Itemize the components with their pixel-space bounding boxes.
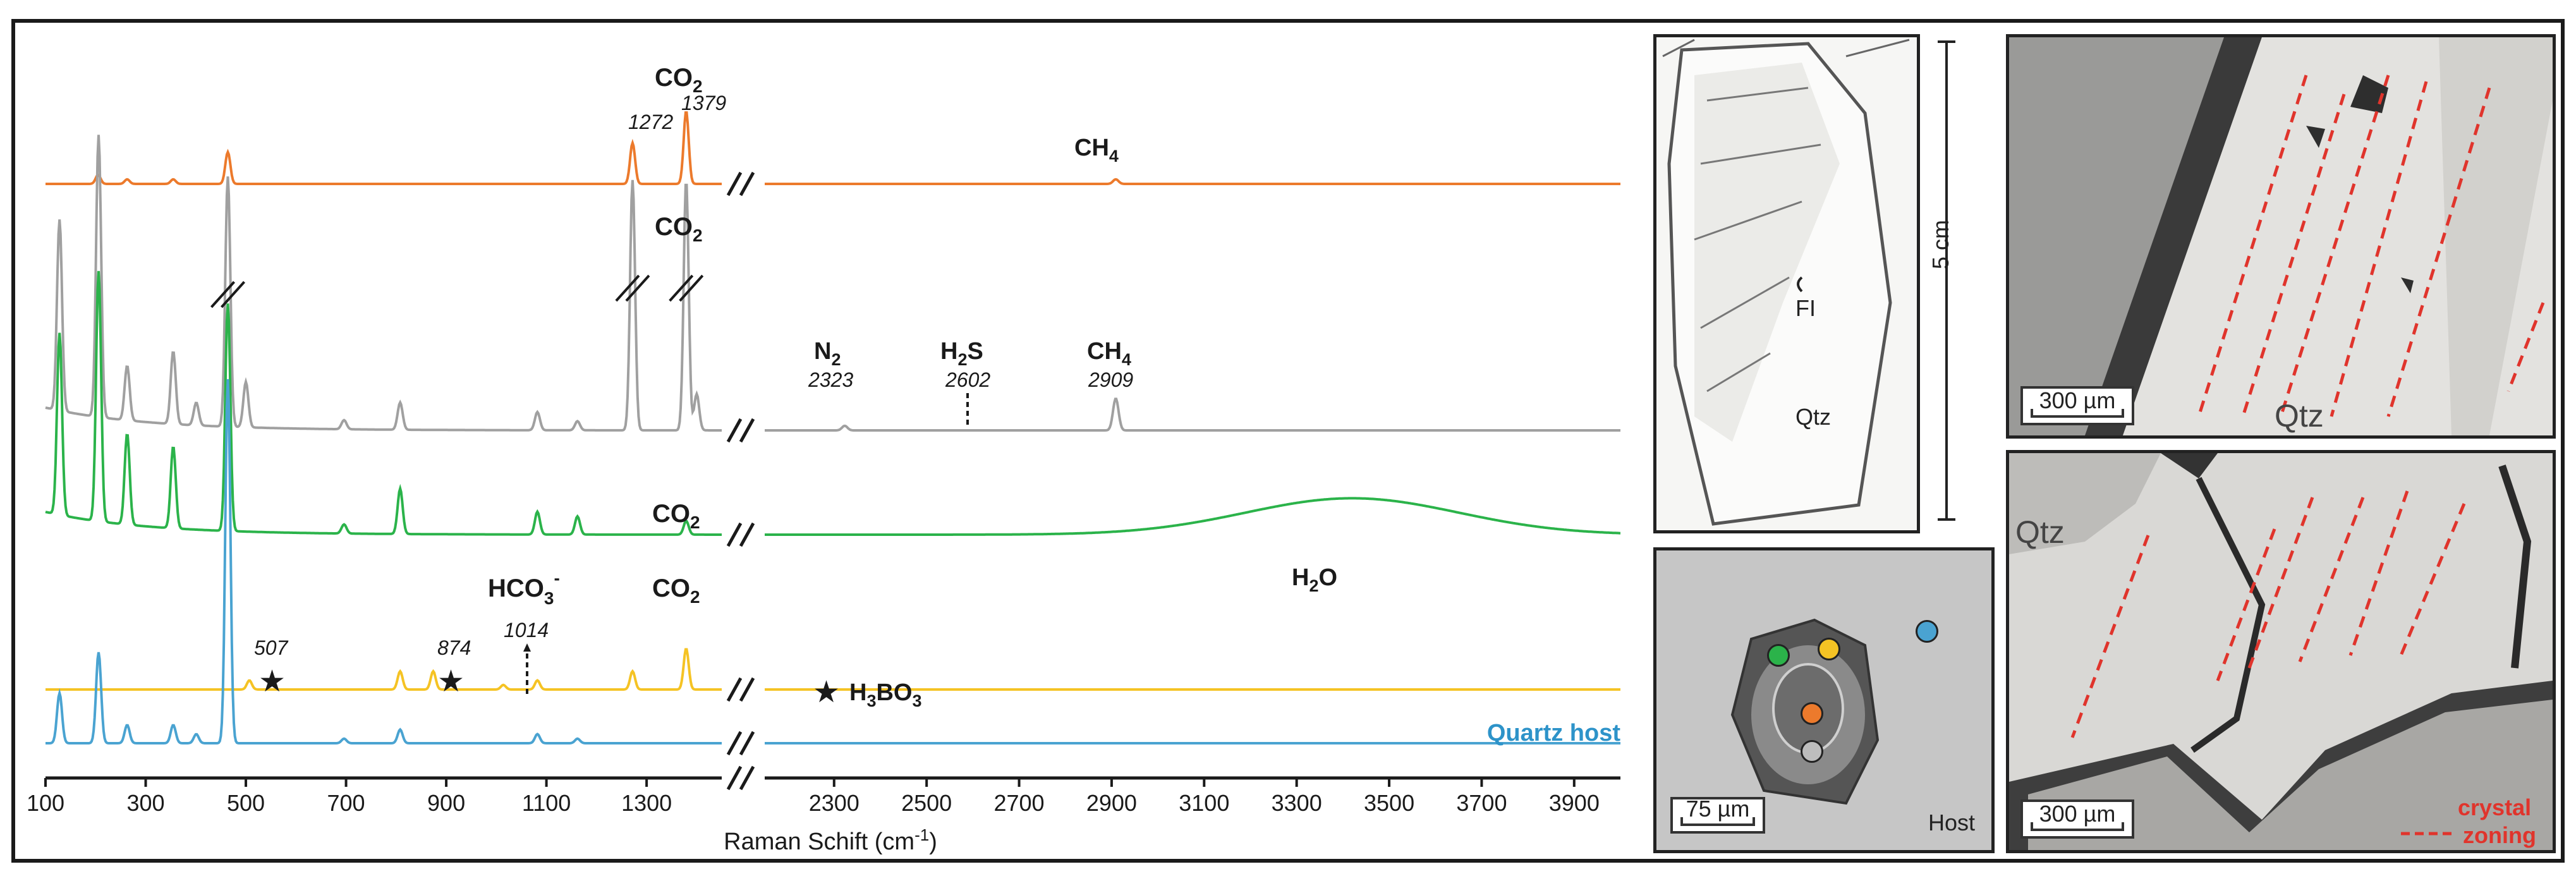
micrograph-bottom-drawing: [2009, 453, 2553, 850]
x-tick-label: 500: [227, 790, 265, 816]
axis-break-mark: [726, 522, 743, 547]
label-co2-green: CO2: [652, 500, 700, 532]
inclusion-photo-panel: 75 µm Host: [1653, 547, 1995, 853]
spectrum-line-seg0: [46, 379, 722, 744]
x-tick-label: 2700: [993, 790, 1044, 816]
label-co2-orange: CO2: [655, 64, 703, 96]
peak-label-2323: 2323: [808, 368, 853, 391]
spectrum-line-seg1: [765, 398, 1620, 432]
axis-break-mark: [726, 731, 743, 756]
x-tick-label: 900: [427, 790, 465, 816]
peak-label-1379: 1379: [681, 92, 726, 114]
axis-break-mark: [726, 171, 743, 197]
label-h3bo3: H3BO3: [849, 679, 922, 710]
axis-break-mark: [739, 731, 755, 756]
x-tick-label: 1100: [522, 790, 571, 816]
series-h3bo3: [46, 648, 1620, 702]
star-marker-874: ★: [437, 665, 465, 698]
x-axis-title: Raman Schift (cm-1): [724, 825, 937, 855]
scale-label-5cm: 5 cm: [1928, 219, 1953, 269]
crystal-outline: [1662, 39, 1910, 526]
x-tick-label: 2900: [1086, 790, 1137, 816]
x-tick-label: 3300: [1272, 790, 1322, 816]
label-h2o: H2O: [1292, 564, 1337, 595]
axis-break-mark: [739, 677, 755, 702]
x-tick-label: 3100: [1179, 790, 1229, 816]
x-axis-break-mark: [739, 765, 755, 791]
figure-frame: 100 300 500 700 900 1100 1300 2300 2500 2700 2900 3…: [11, 19, 2565, 863]
series-co2: [45, 135, 1620, 443]
peak-break-mark: [615, 274, 640, 302]
label-h2s: H2S: [940, 338, 983, 369]
crystal-photo-panel: FI Qtz: [1653, 34, 1920, 533]
micrograph-bottom-panel: Qtz 300 µm crystal zoning: [2006, 450, 2556, 853]
label-co2-gray: CO2: [655, 213, 703, 245]
scale-bar-300um-bottom: 300 µm: [2020, 799, 2134, 839]
label-ch4-orange: CH4: [1074, 135, 1119, 166]
peak-label-2909: 2909: [1088, 368, 1133, 391]
star-marker-507: ★: [258, 665, 286, 698]
axis-break-mark: [726, 677, 743, 702]
crystal-zoning-legend-line1: crystal: [2458, 794, 2532, 820]
x-axis-break-mark: [726, 765, 743, 791]
qtz-label-bottom: Qtz: [2015, 514, 2065, 550]
peak-break-mark: [210, 281, 235, 308]
peak-break-mark: [679, 274, 704, 302]
axis-break-mark: [739, 522, 755, 547]
scale-bar-75um: 75 µm: [1670, 796, 1765, 834]
x-tick-label: 100: [27, 790, 64, 816]
label-ch4-gray: CH4: [1087, 338, 1131, 369]
crystal-zoning-legend-line2: zoning: [2463, 822, 2536, 848]
host-label: Host: [1928, 810, 1976, 835]
measurement-dot-yellow: [1818, 638, 1840, 660]
x-tick-label: 3700: [1456, 790, 1507, 816]
spectrum-line-seg0: [46, 648, 722, 691]
peak-label-1014: 1014: [504, 619, 549, 641]
x-tick-label: 3900: [1549, 790, 1600, 816]
x-tick-label: 2300: [809, 790, 860, 816]
peak-break-mark: [625, 274, 650, 302]
measurement-dot-orange: [1801, 702, 1823, 725]
peak-break-mark: [669, 274, 694, 302]
x-tick-label: 2500: [901, 790, 952, 816]
spectrum-line-seg0: [45, 270, 722, 536]
legend-star-icon: ★: [813, 676, 840, 709]
peak-break-mark: [221, 281, 245, 308]
x-tick-label: 700: [327, 790, 365, 816]
fi-label: FI: [1795, 295, 1816, 321]
axis-break-mark: [726, 418, 743, 443]
measurement-dot-gray: [1801, 740, 1823, 763]
axis-break-mark: [739, 171, 755, 197]
label-quartz-host: Quartz host: [1487, 720, 1620, 746]
raman-spectra-chart: 100 300 500 700 900 1100 1300 2300 2500 2700 2900 3…: [27, 64, 1620, 855]
spectrum-line-seg1: [765, 497, 1620, 536]
peak-label-874: 874: [437, 636, 471, 659]
peak-label-507: 507: [254, 636, 289, 659]
series-h2o: [45, 270, 1620, 547]
x-tick-label: 1300: [621, 790, 672, 816]
measurement-dot-blue: [1916, 620, 1938, 643]
x-tick-label: 300: [126, 790, 164, 816]
qtz-label-top: Qtz: [2275, 398, 2324, 434]
scale-bar-300um-top: 300 µm: [2020, 386, 2134, 425]
label-hco3: HCO3-: [488, 568, 560, 608]
micrograph-top-drawing: [2009, 37, 2553, 435]
scale-bar-5cm: [1938, 40, 1957, 521]
spectrum-line-seg1: [765, 178, 1620, 185]
micrograph-top-panel: 300 µm Qtz: [2006, 34, 2556, 439]
series-quartz-host: [46, 379, 1620, 756]
peak-label-2602: 2602: [945, 368, 990, 391]
label-n2: N2: [814, 338, 841, 369]
qtz-label-crystal: Qtz: [1795, 404, 1832, 430]
peak-label-1272: 1272: [628, 111, 673, 133]
x-tick-label: 3500: [1364, 790, 1414, 816]
series-co2: [46, 111, 1620, 197]
spectrum-line-seg0: [46, 111, 722, 185]
axis-break-mark: [739, 418, 755, 443]
label-co2-yellow: CO2: [652, 574, 700, 607]
spectrum-line-seg0: [45, 135, 722, 432]
measurement-dot-green: [1767, 644, 1790, 667]
